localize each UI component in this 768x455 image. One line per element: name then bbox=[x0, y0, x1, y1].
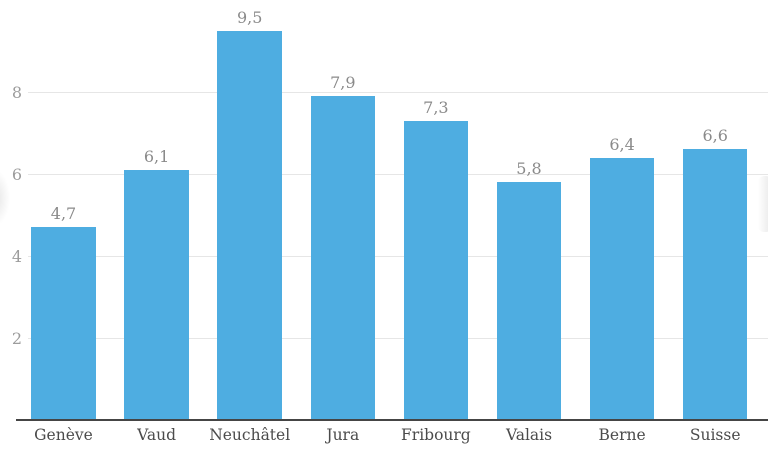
x-axis-label: Genève bbox=[34, 426, 93, 444]
gridline-4 bbox=[28, 256, 768, 257]
bar-neuchâtel[interactable] bbox=[217, 30, 282, 420]
x-axis-label: Fribourg bbox=[401, 426, 471, 444]
bar-value-label: 6,4 bbox=[609, 134, 635, 154]
bar-value-label: 7,9 bbox=[330, 73, 356, 93]
y-tick-label: 2 bbox=[11, 329, 22, 348]
y-tick-label: 4 bbox=[11, 247, 22, 266]
x-axis-label: Vaud bbox=[137, 426, 177, 444]
bar-value-label: 6,6 bbox=[702, 126, 728, 146]
bar-suisse[interactable] bbox=[682, 149, 748, 420]
gridline-6 bbox=[28, 174, 768, 175]
bar-valais[interactable] bbox=[496, 182, 562, 420]
y-tick-label: 6 bbox=[11, 165, 22, 184]
bar-fribourg[interactable] bbox=[403, 120, 469, 420]
right-edge-faded-artifact bbox=[758, 176, 768, 232]
bar-value-label: 9,5 bbox=[236, 7, 263, 27]
bar-genève[interactable] bbox=[31, 227, 96, 420]
bar-value-label: 5,8 bbox=[516, 159, 542, 179]
x-axis-label: Valais bbox=[505, 426, 553, 444]
x-axis-label: Suisse bbox=[689, 426, 741, 444]
left-edge-partial-circle-artifact bbox=[0, 170, 10, 226]
x-axis-label: Jura bbox=[326, 426, 360, 444]
x-axis-label: Neuchâtel bbox=[209, 426, 291, 444]
bar-value-label: 4,7 bbox=[50, 204, 77, 224]
y-tick-label: 8 bbox=[11, 83, 22, 102]
gridline-8 bbox=[28, 92, 768, 93]
bar-value-label: 7,3 bbox=[423, 97, 449, 117]
bar-vaud[interactable] bbox=[124, 169, 189, 420]
bar-jura[interactable] bbox=[310, 96, 376, 420]
x-axis-label: Berne bbox=[598, 426, 646, 444]
bar-berne[interactable] bbox=[589, 157, 655, 420]
bar-value-label: 6,1 bbox=[143, 146, 170, 166]
x-axis-line bbox=[16, 419, 768, 421]
gridline-2 bbox=[28, 338, 768, 339]
